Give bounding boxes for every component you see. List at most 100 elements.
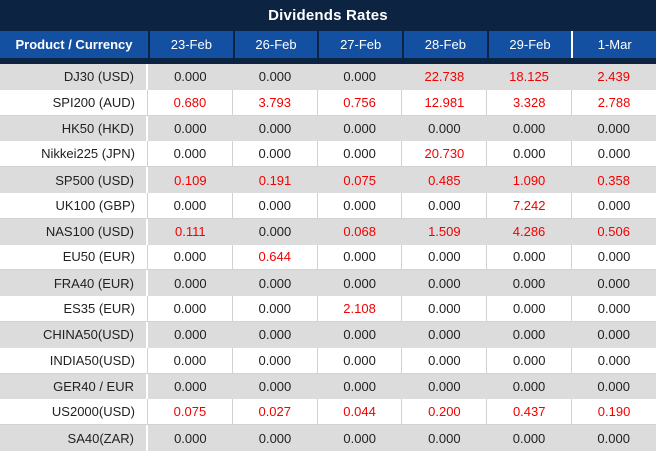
value-cell: 0.000 bbox=[148, 296, 233, 321]
value-cell: 0.000 bbox=[512, 378, 546, 394]
header-row: Product / Currency 23-Feb 26-Feb 27-Feb 28-… bbox=[0, 31, 656, 64]
product-cell: DJ30 (USD) bbox=[0, 64, 148, 90]
value-cell: 0.000 bbox=[148, 347, 233, 373]
value-cell: 0.000 bbox=[512, 275, 546, 291]
table-row: HK50 (HKD) 0.000 0.000 0.000 0.000 0.000 0.000 bbox=[0, 115, 656, 142]
value-cell: 0.000 bbox=[597, 197, 631, 213]
value-cell: 0.000 bbox=[343, 327, 376, 343]
value-cell: 0.075 bbox=[148, 399, 233, 425]
value-cell: 0.000 bbox=[174, 120, 207, 136]
value-cell: 0.506 bbox=[597, 224, 630, 240]
value-cell: 0.000 bbox=[343, 430, 376, 446]
value-cell: 0.000 bbox=[233, 296, 318, 321]
value-cell: 0.000 bbox=[597, 352, 631, 368]
value-cell: 0.000 bbox=[487, 347, 573, 373]
product-cell: US2000(USD) bbox=[0, 399, 148, 425]
product-cell: SA40(ZAR) bbox=[0, 425, 148, 451]
value-cell: 0.000 bbox=[258, 69, 292, 85]
product-cell: NAS100 (USD) bbox=[0, 218, 148, 245]
value-cell: 0.000 bbox=[597, 430, 630, 446]
value-cell: 0.000 bbox=[402, 192, 488, 218]
value-cell: 0.000 bbox=[512, 327, 546, 343]
value-cell: 0.000 bbox=[174, 430, 207, 446]
value-cell: 20.730 bbox=[402, 141, 488, 167]
title-bar: Dividends Rates bbox=[0, 0, 656, 31]
value-cell: 0.000 bbox=[148, 244, 233, 270]
page-title: Dividends Rates bbox=[268, 7, 388, 24]
value-cell: 3.793 bbox=[233, 89, 318, 115]
table-row: US2000(USD) 0.075 0.027 0.044 0.200 0.437 0.19… bbox=[0, 399, 656, 426]
value-cell: 0.000 bbox=[174, 378, 207, 394]
value-cell: 0.644 bbox=[233, 244, 318, 270]
value-cell: 4.286 bbox=[512, 224, 546, 240]
value-cell: 0.000 bbox=[174, 275, 207, 291]
table-row: DJ30 (USD) 0.000 0.000 0.000 22.738 18.125 2.4… bbox=[0, 64, 656, 90]
value-cell: 2.439 bbox=[597, 69, 630, 85]
value-cell: 0.485 bbox=[428, 172, 461, 188]
value-cell: 0.000 bbox=[174, 69, 207, 85]
date-header-cell: 29-Feb bbox=[486, 31, 572, 58]
table-row: SP500 (USD) 0.109 0.191 0.075 0.485 1.090 0.35… bbox=[0, 167, 656, 193]
value-cell: 3.328 bbox=[487, 89, 573, 115]
product-cell: SPI200 (AUD) bbox=[0, 89, 148, 115]
value-cell: 0.437 bbox=[487, 399, 573, 425]
value-cell: 1.090 bbox=[512, 172, 546, 188]
table-row: NAS100 (USD) 0.111 0.000 0.068 1.509 4.286 0.5… bbox=[0, 218, 656, 245]
table-row: GER40 / EUR 0.000 0.000 0.000 0.000 0.000 0.00… bbox=[0, 373, 656, 400]
value-cell: 0.000 bbox=[597, 120, 630, 136]
value-cell: 0.200 bbox=[402, 399, 488, 425]
value-cell: 0.000 bbox=[343, 69, 376, 85]
value-cell: 0.000 bbox=[487, 141, 573, 167]
value-cell: 0.075 bbox=[343, 172, 376, 188]
value-cell: 0.000 bbox=[597, 327, 630, 343]
table-row: INDIA50(USD) 0.000 0.000 0.000 0.000 0.000 0.0… bbox=[0, 347, 656, 374]
date-header-cell: 1-Mar bbox=[571, 31, 656, 58]
value-cell: 0.000 bbox=[402, 347, 488, 373]
table-row: UK100 (GBP) 0.000 0.000 0.000 0.000 7.242 0.00… bbox=[0, 192, 656, 219]
date-header-cell: 23-Feb bbox=[148, 31, 233, 58]
value-cell: 0.000 bbox=[318, 141, 403, 167]
value-cell: 0.000 bbox=[597, 378, 630, 394]
product-cell: GER40 / EUR bbox=[0, 373, 148, 400]
value-cell: 0.111 bbox=[175, 224, 206, 240]
table-row: SPI200 (AUD) 0.680 3.793 0.756 12.981 3.328 2.… bbox=[0, 89, 656, 116]
value-cell: 0.680 bbox=[148, 89, 233, 115]
value-cell: 2.788 bbox=[597, 94, 631, 110]
product-cell: ES35 (EUR) bbox=[0, 296, 148, 321]
value-cell: 0.027 bbox=[233, 399, 318, 425]
product-cell: FRA40 (EUR) bbox=[0, 270, 148, 297]
table-body: DJ30 (USD) 0.000 0.000 0.000 22.738 18.125 2.4… bbox=[0, 64, 656, 451]
value-cell: 0.000 bbox=[318, 347, 403, 373]
product-cell: CHINA50(USD) bbox=[0, 321, 148, 348]
value-cell: 0.000 bbox=[318, 192, 403, 218]
value-cell: 0.109 bbox=[174, 172, 207, 188]
value-cell: 2.108 bbox=[318, 296, 403, 321]
value-cell: 0.000 bbox=[343, 275, 376, 291]
value-cell: 18.125 bbox=[509, 69, 549, 85]
value-cell: 0.000 bbox=[233, 141, 318, 167]
date-header-cell: 27-Feb bbox=[317, 31, 403, 58]
table-row: Nikkei225 (JPN) 0.000 0.000 0.000 20.730 0.00… bbox=[0, 141, 656, 168]
value-cell: 0.000 bbox=[258, 430, 292, 446]
value-cell: 0.000 bbox=[318, 244, 403, 270]
value-cell: 0.000 bbox=[233, 192, 318, 218]
table-row: SA40(ZAR) 0.000 0.000 0.000 0.000 0.000 0.000 bbox=[0, 425, 656, 451]
product-cell: HK50 (HKD) bbox=[0, 115, 148, 142]
value-cell: 0.000 bbox=[258, 224, 292, 240]
value-cell: 0.358 bbox=[597, 172, 630, 188]
value-cell: 0.000 bbox=[233, 347, 318, 373]
value-cell: 0.000 bbox=[343, 120, 376, 136]
value-cell: 0.000 bbox=[402, 296, 488, 321]
table-row: CHINA50(USD) 0.000 0.000 0.000 0.000 0.000 0.0… bbox=[0, 321, 656, 348]
value-cell: 0.000 bbox=[597, 275, 630, 291]
table-row: EU50 (EUR) 0.000 0.644 0.000 0.000 0.000 0.000 bbox=[0, 244, 656, 271]
value-cell: 0.191 bbox=[258, 172, 292, 188]
product-cell: UK100 (GBP) bbox=[0, 192, 148, 218]
value-cell: 0.000 bbox=[597, 146, 631, 162]
value-cell: 0.000 bbox=[148, 192, 233, 218]
value-cell: 0.000 bbox=[597, 301, 631, 317]
value-cell: 7.242 bbox=[487, 192, 573, 218]
date-header-cell: 26-Feb bbox=[232, 31, 318, 58]
value-cell: 0.190 bbox=[597, 404, 631, 420]
